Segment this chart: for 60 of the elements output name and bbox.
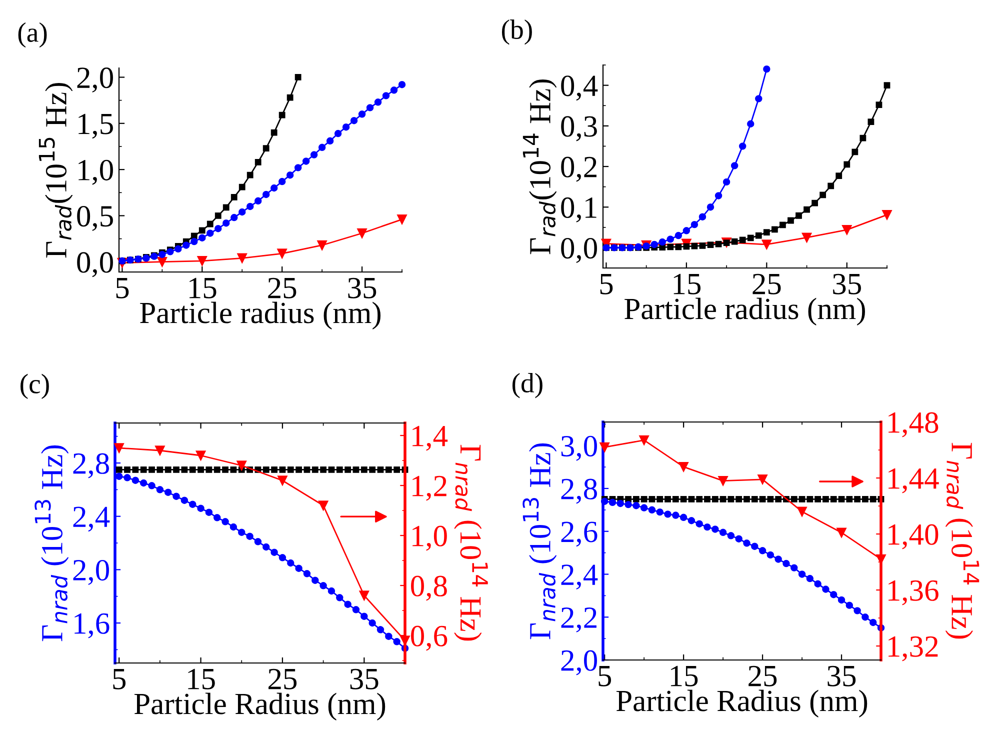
y-tick-label: 0,1 [561, 197, 596, 222]
x-tick-label: 5 [600, 274, 613, 294]
y-tick-label: 0,2 [561, 156, 596, 182]
y-tick-label: 0,5 [77, 206, 113, 231]
x-axis-title: Particle radius (nm) [624, 298, 865, 326]
y-tick-label: 2,0 [73, 560, 109, 585]
y-axis-title: Γ$_{rad}$(10$^{15}$ Hz) [38, 83, 73, 258]
y-tick-label: 0,4 [561, 76, 598, 101]
y-tick-label: 2,0 [561, 650, 597, 676]
y2-tick-label: 0,6 [411, 626, 448, 651]
y2-axis-title: Γ$_{nrad}$ (10$^{14}$ Hz) [945, 442, 980, 639]
y-tick-label: 2,0 [77, 68, 113, 93]
x-tick-label: 35 [348, 278, 376, 298]
x-tick-label: 15 [670, 666, 698, 686]
y-tick-label: 2,6 [561, 522, 598, 547]
y2-tick-label: 0,8 [411, 576, 447, 601]
y-tick-label: 1,6 [74, 613, 110, 638]
y-tick-label: 2,2 [561, 607, 596, 632]
y-tick-label: 2,8 [73, 453, 109, 478]
x-tick-label: 15 [190, 278, 216, 298]
x-tick-label: 5 [598, 666, 612, 686]
x-tick-label: 5 [113, 669, 126, 690]
y-axis-title: Γ$_{rad}$(10$^{14}$ Hz) [522, 80, 557, 254]
y-tick-label: 1,5 [78, 114, 113, 139]
x-axis-title: Particle Radius (nm) [616, 690, 868, 718]
y2-axis-title: Γ$_{nrad}$ (10$^{14}$ Hz) [454, 444, 488, 641]
y2-tick-label: 1,2 [412, 476, 446, 501]
chart-title: (d) [512, 373, 542, 398]
chart-title: (c) [20, 374, 49, 399]
y2-tick-label: 1,44 [888, 468, 939, 494]
y2-tick-label: 1,48 [888, 412, 938, 438]
x-tick-label: 35 [833, 274, 861, 294]
chart-title: (a) [18, 22, 47, 48]
y-tick-label: 3,0 [561, 436, 597, 461]
x-tick-label: 25 [752, 274, 781, 294]
x-tick-label: 15 [674, 274, 701, 294]
y-tick-label: 0,0 [561, 238, 597, 263]
x-tick-label: 25 [748, 666, 777, 686]
x-tick-label: 25 [268, 668, 297, 690]
x-tick-label: 5 [116, 278, 129, 298]
y-tick-label: 2,4 [73, 506, 110, 532]
y-tick-label: 0,3 [561, 116, 597, 142]
y2-tick-label: 1,0 [412, 526, 447, 551]
chart-title: (b) [502, 20, 532, 45]
x-tick-label: 35 [350, 668, 378, 690]
y2-tick-label: 1,32 [888, 636, 938, 662]
y2-tick-label: 1,4 [412, 426, 448, 451]
y2-tick-label: 1,40 [888, 524, 938, 550]
x-axis-title: Particle Radius (nm) [134, 692, 386, 721]
x-tick-label: 15 [188, 668, 215, 690]
y-tick-label: 2,4 [561, 564, 598, 590]
y-axis-title: Γ$_{nrad}$ (10$^{13}$ Hz) [34, 445, 69, 642]
y-tick-label: 1,0 [78, 160, 113, 185]
x-axis-title: Particle radius (nm) [140, 302, 380, 330]
y-tick-label: 0,0 [77, 252, 113, 278]
y2-tick-label: 1,36 [888, 580, 938, 606]
x-tick-label: 35 [828, 666, 856, 686]
x-tick-label: 25 [268, 278, 296, 298]
y-tick-label: 2,8 [561, 478, 597, 504]
y-axis-title: Γ$_{nrad}$ (10$^{13}$ Hz) [522, 443, 557, 640]
